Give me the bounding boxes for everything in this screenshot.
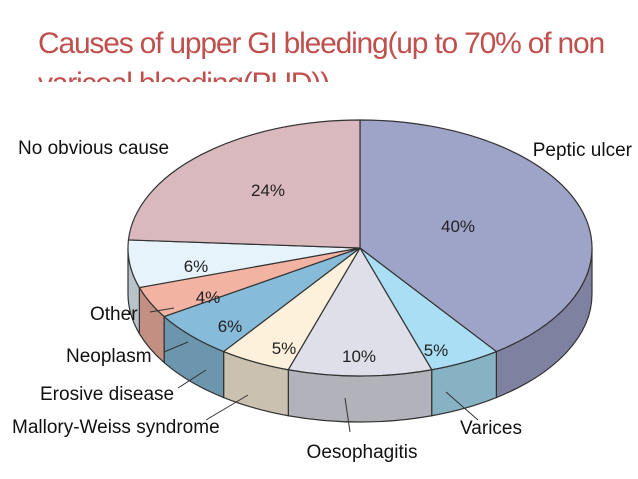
pie-slice-no-obvious-cause bbox=[127, 119, 361, 249]
slice-value-peptic-ulcer: 40% bbox=[441, 217, 475, 236]
slice-label-mallory-weiss-syndrome: Mallory-Weiss syndrome bbox=[12, 417, 220, 438]
slice-value-neoplasm: 4% bbox=[196, 288, 221, 307]
slice-label-other: Other bbox=[90, 304, 138, 325]
leader-line-mallory-weiss-syndrome bbox=[205, 394, 249, 421]
leader-line-neoplasm bbox=[163, 341, 189, 353]
slice-value-erosive-disease: 6% bbox=[218, 317, 243, 336]
slice-value-varices: 5% bbox=[424, 341, 449, 360]
pie-side-oesophagitis bbox=[287, 369, 433, 423]
leader-lines bbox=[149, 307, 479, 433]
slide-title: Causes of upper GI bleeding(up to 70% of… bbox=[38, 27, 605, 82]
slice-value-mallory-weiss-syndrome: 5% bbox=[272, 339, 297, 358]
leader-line-varices bbox=[445, 391, 479, 421]
leader-line-oesophagitis bbox=[344, 397, 351, 433]
slice-label-oesophagitis: Oesophagitis bbox=[307, 442, 418, 463]
title-area: Causes of upper GI bleeding(up to 70% of… bbox=[38, 24, 618, 82]
slice-label-neoplasm: Neoplasm bbox=[66, 346, 152, 367]
slice-label-no-obvious-cause: No obvious cause bbox=[18, 138, 169, 159]
pie-slice-peptic-ulcer bbox=[359, 119, 593, 353]
pie-top-layer bbox=[127, 119, 593, 377]
slice-value-oesophagitis: 10% bbox=[342, 347, 376, 366]
slice-value-no-obvious-cause: 24% bbox=[251, 181, 285, 200]
slice-label-erosive-disease: Erosive disease bbox=[40, 384, 174, 405]
leader-line-erosive-disease bbox=[177, 369, 207, 389]
slice-value-other: 6% bbox=[184, 257, 209, 276]
slice-label-varices: Varices bbox=[460, 418, 522, 439]
pie-slice-oesophagitis bbox=[287, 247, 433, 377]
pie-labels: 40% Peptic ulcer 5% Varices 10% Oesophagitis 5… bbox=[12, 138, 633, 463]
slice-label-peptic-ulcer: Peptic ulcer bbox=[533, 140, 633, 161]
leader-line-other bbox=[149, 307, 175, 313]
